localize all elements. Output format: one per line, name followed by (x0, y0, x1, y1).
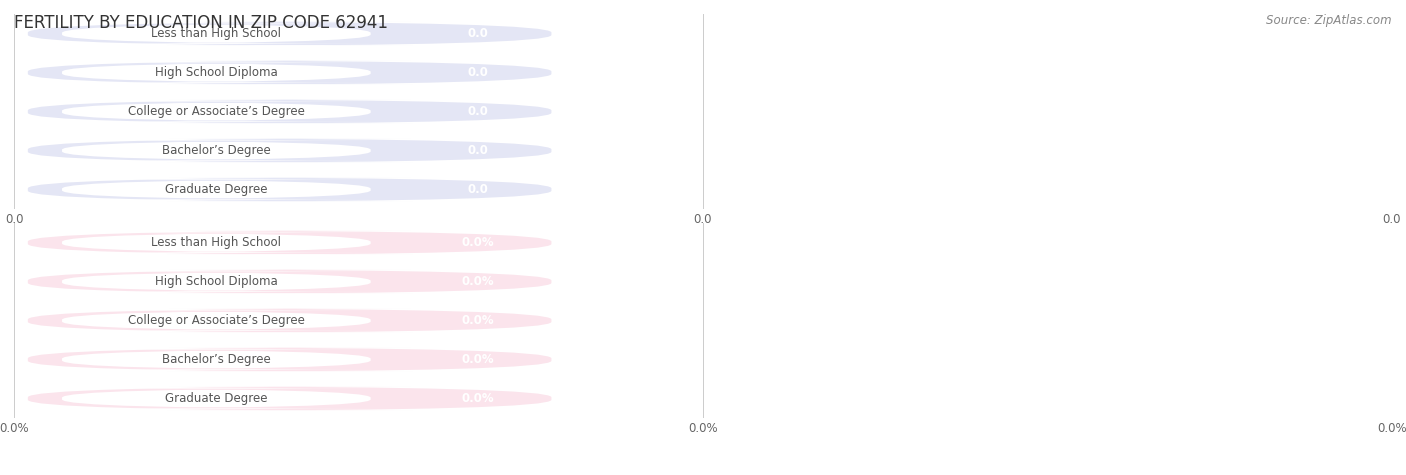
Text: 0.0%: 0.0% (461, 353, 495, 366)
FancyBboxPatch shape (28, 178, 551, 201)
Text: Source: ZipAtlas.com: Source: ZipAtlas.com (1267, 14, 1392, 27)
Text: 0.0: 0.0 (468, 105, 488, 118)
FancyBboxPatch shape (44, 350, 389, 370)
Text: High School Diploma: High School Diploma (155, 66, 278, 79)
Text: Graduate Degree: Graduate Degree (165, 392, 267, 405)
Text: 0.0: 0.0 (468, 144, 488, 157)
FancyBboxPatch shape (44, 141, 389, 161)
FancyBboxPatch shape (28, 309, 551, 332)
FancyBboxPatch shape (44, 180, 389, 200)
Text: 0.0: 0.0 (468, 183, 488, 196)
Text: Less than High School: Less than High School (152, 27, 281, 40)
FancyBboxPatch shape (28, 387, 551, 410)
FancyBboxPatch shape (28, 100, 551, 124)
Text: 0.0: 0.0 (468, 66, 488, 79)
Text: College or Associate’s Degree: College or Associate’s Degree (128, 105, 305, 118)
FancyBboxPatch shape (44, 311, 389, 331)
Text: High School Diploma: High School Diploma (155, 275, 278, 288)
FancyBboxPatch shape (28, 61, 551, 85)
FancyBboxPatch shape (28, 270, 551, 294)
Text: 0.0: 0.0 (468, 27, 488, 40)
Text: 0.0%: 0.0% (461, 275, 495, 288)
Text: College or Associate’s Degree: College or Associate’s Degree (128, 314, 305, 327)
Text: Graduate Degree: Graduate Degree (165, 183, 267, 196)
FancyBboxPatch shape (44, 24, 389, 44)
FancyBboxPatch shape (28, 231, 551, 255)
Text: 0.0%: 0.0% (461, 392, 495, 405)
FancyBboxPatch shape (28, 139, 551, 162)
FancyBboxPatch shape (28, 22, 551, 46)
FancyBboxPatch shape (44, 102, 389, 122)
Text: FERTILITY BY EDUCATION IN ZIP CODE 62941: FERTILITY BY EDUCATION IN ZIP CODE 62941 (14, 14, 388, 32)
FancyBboxPatch shape (44, 272, 389, 292)
FancyBboxPatch shape (44, 389, 389, 408)
Text: Bachelor’s Degree: Bachelor’s Degree (162, 144, 271, 157)
FancyBboxPatch shape (44, 63, 389, 83)
FancyBboxPatch shape (44, 233, 389, 253)
Text: 0.0%: 0.0% (461, 236, 495, 249)
Text: Less than High School: Less than High School (152, 236, 281, 249)
Text: 0.0%: 0.0% (461, 314, 495, 327)
FancyBboxPatch shape (28, 348, 551, 371)
Text: Bachelor’s Degree: Bachelor’s Degree (162, 353, 271, 366)
